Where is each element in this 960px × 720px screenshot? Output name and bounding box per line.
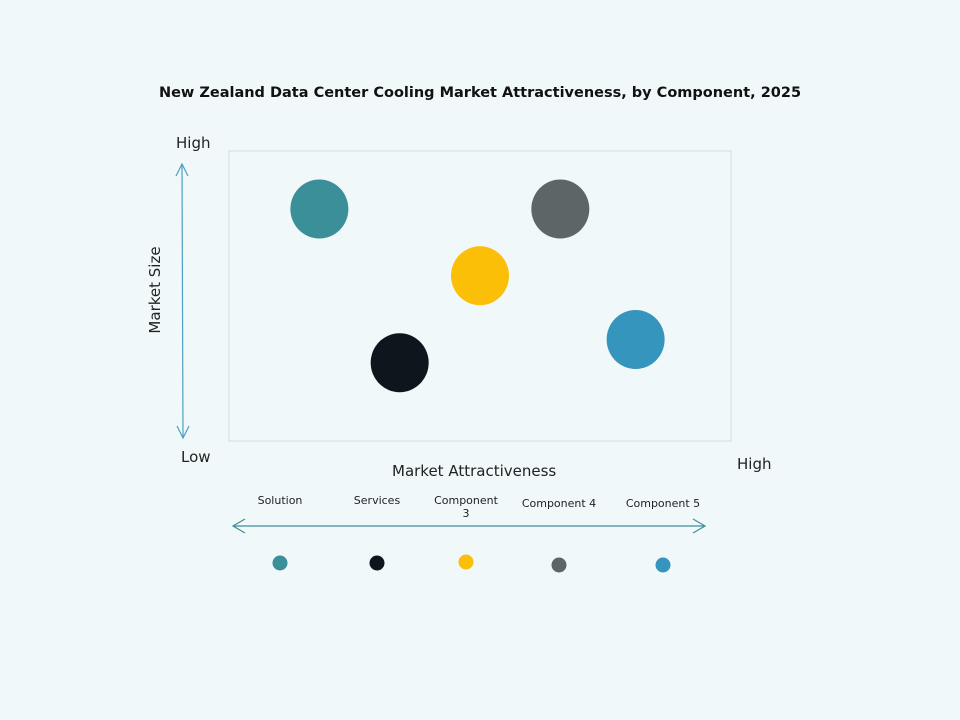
legend-label-component-5: Component 5 <box>625 497 701 510</box>
bubble-component-4 <box>531 179 590 239</box>
legend-label-component-4: Component 4 <box>521 497 597 510</box>
bubble-component-5 <box>606 310 665 369</box>
x-low-label: Low <box>181 448 211 466</box>
legend-dot-component-5 <box>655 557 671 573</box>
legend-label-services: Services <box>353 494 401 507</box>
y-high-label: High <box>176 134 211 152</box>
bubble-component-3 <box>451 246 509 306</box>
legend-dot-component-4 <box>551 557 567 573</box>
x-high-label: High <box>737 455 772 473</box>
legend-label-component-3: Component 3 <box>434 494 498 520</box>
x-axis-label: Market Attractiveness <box>392 462 557 480</box>
legend-dot-services <box>369 555 385 571</box>
legend-arrow <box>231 518 707 534</box>
bubble-services <box>370 333 429 393</box>
chart-title: New Zealand Data Center Cooling Market A… <box>158 85 802 101</box>
bubble-solution <box>290 179 349 239</box>
y-axis-arrow <box>175 162 190 440</box>
legend-dot-component-3 <box>458 554 474 570</box>
legend-label-solution: Solution <box>257 494 303 507</box>
legend-dot-solution <box>272 555 288 571</box>
